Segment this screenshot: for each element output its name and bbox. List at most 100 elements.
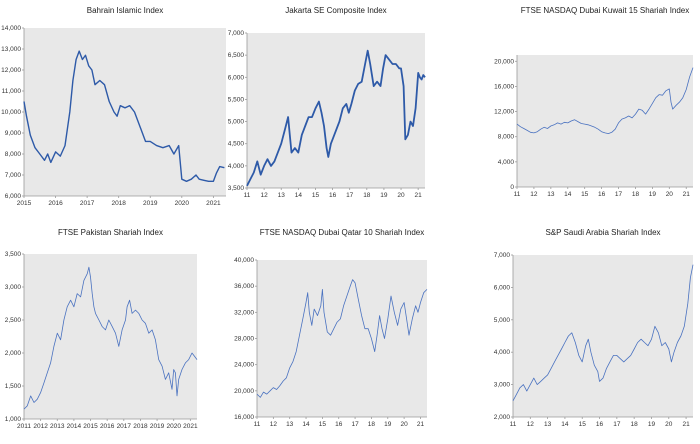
chart-title: Jakarta SE Composite Index (285, 6, 386, 15)
x-tick-label: 18 (363, 192, 371, 199)
x-tick-label: 13 (278, 192, 286, 199)
plot-area (513, 255, 693, 417)
plot-area (517, 55, 693, 187)
x-tick-label: 2011 (17, 423, 31, 430)
y-tick-label: 6,000 (5, 193, 22, 200)
y-tick-label: 8,000 (498, 134, 515, 141)
y-tick-label: 1,000 (5, 416, 22, 423)
x-tick-label: 16 (329, 192, 337, 199)
x-tick-label: 16 (598, 191, 606, 198)
y-tick-label: 3,000 (5, 284, 22, 291)
chart-title: FTSE NASDAQ Dubai Kuwait 15 Shariah Inde… (521, 6, 690, 15)
x-tick-label: 2016 (48, 200, 63, 207)
x-tick-label: 2018 (111, 200, 126, 207)
x-tick-label: 14 (302, 421, 310, 428)
x-tick-label: 19 (380, 192, 388, 199)
chart-jakarta-se-composite-index: Jakarta SE Composite Index 3,500 4,000 4,50… (228, 6, 426, 199)
x-tick-label: 19 (649, 191, 657, 198)
x-tick-label: 2012 (33, 423, 48, 430)
x-tick-label: 2021 (206, 200, 221, 207)
y-tick-label: 13,000 (1, 46, 21, 53)
x-tick-label: 15 (579, 421, 587, 428)
chart-title: S&P Saudi Arabia Shariah Index (545, 228, 660, 237)
x-tick-label: 2019 (150, 423, 165, 430)
x-tick-label: 2020 (175, 200, 190, 207)
y-tick-label: 7,000 (494, 252, 511, 259)
x-tick-label: 14 (561, 421, 569, 428)
x-tick-label: 21 (683, 191, 691, 198)
y-tick-label: 7,000 (5, 172, 22, 179)
y-tick-label: 5,000 (228, 119, 245, 126)
x-tick-label: 2021 (183, 423, 198, 430)
x-tick-label: 19 (648, 421, 656, 428)
y-tick-label: 16,000 (234, 414, 254, 421)
y-tick-label: 1,500 (5, 383, 22, 390)
x-tick-label: 2020 (166, 423, 181, 430)
y-tick-label: 20,000 (494, 58, 514, 65)
y-tick-label: 6,000 (228, 74, 245, 81)
x-tick-label: 17 (615, 191, 623, 198)
y-tick-label: 2,000 (5, 350, 22, 357)
series-line (246, 49, 426, 187)
y-tick-label: 3,500 (5, 251, 22, 258)
series-line (256, 279, 428, 398)
x-tick-label: 2019 (143, 200, 158, 207)
series-line (23, 50, 225, 182)
x-tick-label: 12 (530, 191, 538, 198)
x-tick-label: 18 (632, 191, 640, 198)
plot-area (257, 260, 427, 417)
y-tick-label: 6,500 (228, 52, 245, 59)
x-tick-label: 15 (581, 191, 589, 198)
x-tick-label: 2017 (117, 423, 132, 430)
x-tick-label: 2015 (17, 200, 32, 207)
y-tick-label: 32,000 (234, 309, 254, 316)
x-tick-label: 12 (527, 421, 535, 428)
y-tick-label: 8,000 (5, 151, 22, 158)
x-tick-label: 13 (286, 421, 294, 428)
y-tick-label: 12,000 (494, 109, 514, 116)
x-tick-label: 21 (682, 421, 690, 428)
x-tick-label: 17 (351, 421, 359, 428)
x-tick-label: 20 (666, 191, 674, 198)
x-tick-label: 14 (564, 191, 572, 198)
x-tick-label: 14 (295, 192, 303, 199)
series-line (512, 264, 694, 401)
y-tick-label: 36,000 (234, 283, 254, 290)
chart-sp-saudi-arabia-shariah-index: S&P Saudi Arabia Shariah Index 2,000 3,000… (494, 228, 694, 428)
y-tick-label: 10,000 (1, 109, 21, 116)
y-tick-label: 9,000 (5, 130, 22, 137)
x-tick-label: 21 (415, 192, 423, 199)
y-tick-label: 4,500 (228, 141, 245, 148)
chart-title: Bahrain Islamic Index (87, 6, 163, 15)
y-tick-label: 3,500 (228, 185, 245, 192)
y-tick-label: 11,000 (2, 88, 22, 95)
y-tick-label: 20,000 (234, 388, 254, 395)
y-tick-label: 16,000 (494, 83, 514, 90)
y-tick-label: 2,000 (494, 414, 511, 421)
plot-area (247, 33, 425, 188)
x-tick-label: 2016 (100, 423, 115, 430)
y-tick-label: 5,000 (494, 317, 511, 324)
series-line (23, 266, 198, 410)
x-tick-label: 2018 (133, 423, 148, 430)
chart-ftse-pakistan-shariah-index: FTSE Pakistan Shariah Index 1,000 1,500 2,0… (5, 228, 198, 430)
x-tick-label: 11 (244, 192, 251, 199)
y-tick-label: 5,500 (228, 96, 245, 103)
x-tick-label: 20 (400, 421, 408, 428)
x-tick-label: 20 (665, 421, 673, 428)
x-tick-label: 2013 (50, 423, 65, 430)
x-tick-label: 18 (631, 421, 639, 428)
x-tick-label: 18 (368, 421, 376, 428)
plot-area (24, 28, 226, 196)
y-tick-label: 28,000 (234, 336, 254, 343)
y-tick-label: 40,000 (234, 257, 254, 264)
y-tick-label: 4,000 (494, 349, 511, 356)
chart-ftse-nasdaq-dubai-kuwait-15-shariah-index: FTSE NASDAQ Dubai Kuwait 15 Shariah Inde… (494, 6, 694, 198)
chart-title: FTSE NASDAQ Dubai Qatar 10 Shariah Index (260, 228, 425, 237)
y-tick-label: 0 (510, 184, 514, 191)
x-tick-label: 20 (397, 192, 405, 199)
chart-bahrain-islamic-index: Bahrain Islamic Index 6,000 7,000 8,000 9,00… (1, 6, 226, 207)
y-tick-label: 4,000 (498, 159, 515, 166)
y-tick-label: 6,000 (494, 284, 511, 291)
